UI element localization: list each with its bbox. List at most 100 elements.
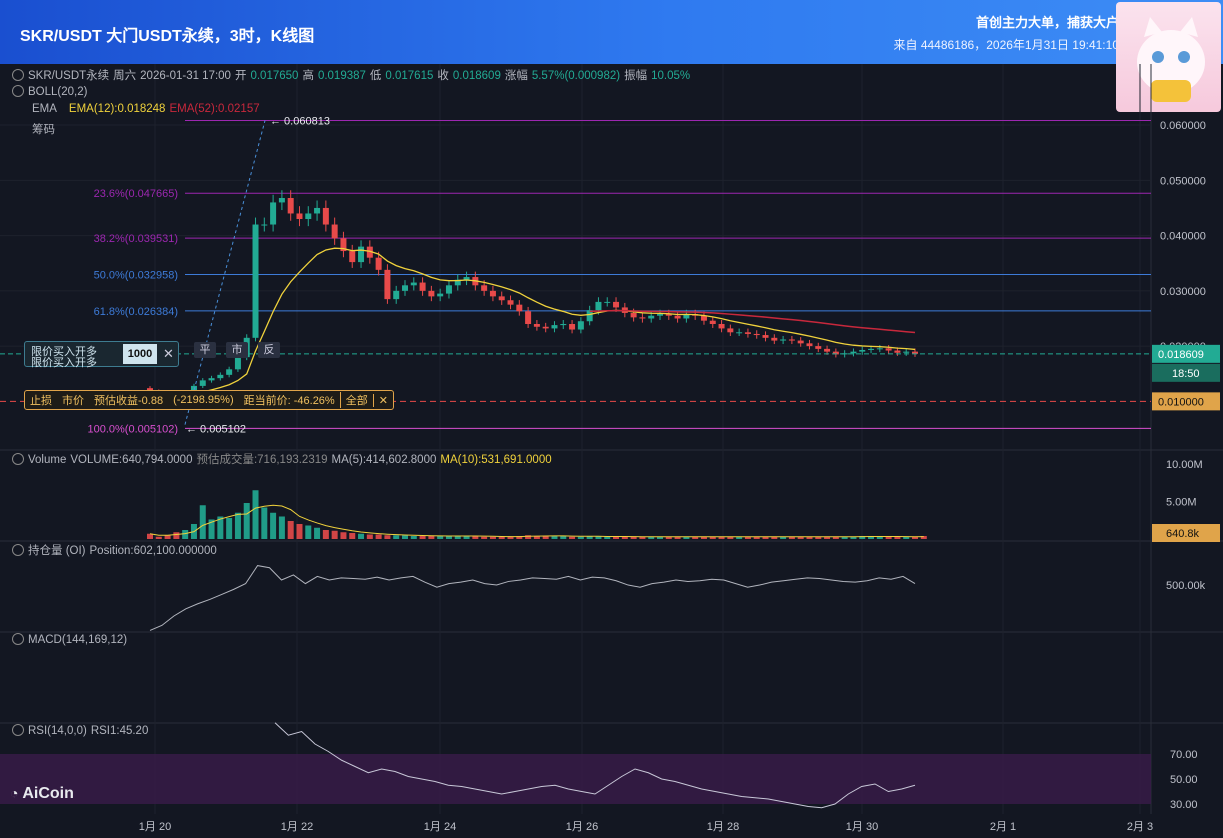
volume-bar	[296, 524, 303, 539]
buy-label-2: 限价买入开多	[31, 357, 97, 369]
candle-body	[657, 314, 663, 316]
oi-line	[149, 565, 916, 631]
x-tick-label: 1月 22	[281, 821, 313, 833]
volume-bar	[797, 536, 804, 539]
eye-icon[interactable]	[12, 544, 24, 556]
price-tick-label: 0.030000	[1160, 286, 1206, 298]
stop-loss-order[interactable]: 止损 市价 预估收益-0.88 (-2198.95%) 距当前价: -46.26…	[24, 390, 394, 410]
candle-body	[375, 257, 382, 270]
volume-bar	[463, 536, 470, 539]
close-icon[interactable]: ✕	[163, 346, 174, 361]
order-close-icon[interactable]: ✕	[372, 393, 393, 407]
oi-info: 持仓量 (OI) Position:602,100.000000	[12, 542, 221, 558]
volume-bar	[560, 536, 567, 539]
candle-body	[358, 246, 365, 263]
candle-body	[516, 304, 523, 312]
countdown-label: 18:50	[1172, 368, 1200, 380]
eye-icon[interactable]	[12, 85, 24, 97]
volume-bar	[428, 536, 435, 539]
last-price-tag	[1152, 344, 1220, 363]
chart-canvas[interactable]: 1月 20 1月 22 1月 24 1月 26 1月 28 1月 30 2月 1 2月 3 0.…	[0, 64, 1223, 838]
volume-bar	[287, 521, 294, 539]
candle-body	[850, 351, 857, 354]
volume-bar	[419, 536, 426, 539]
candle-body	[639, 317, 646, 319]
stop-price-label: 0.010000	[1158, 396, 1204, 408]
candle-body	[674, 315, 681, 319]
candle-body	[868, 348, 875, 350]
volume-bar	[217, 516, 224, 539]
volume-bar	[586, 536, 593, 539]
volume-bar	[859, 536, 866, 539]
volume-bar	[173, 532, 180, 539]
price-tick-label: 0.050000	[1160, 175, 1206, 187]
order-type: 止损	[30, 395, 52, 407]
candle-body	[270, 202, 277, 225]
volume-bar	[903, 536, 910, 539]
limit-buy-order[interactable]: 限价买入开多 限价买入开多 1000 ✕	[24, 341, 179, 369]
candle-body	[551, 325, 558, 329]
volume-bar	[569, 536, 576, 539]
candle-body	[709, 320, 716, 324]
volume-bar	[375, 534, 382, 539]
volume-bar	[868, 536, 875, 539]
eye-icon[interactable]	[12, 453, 24, 465]
order-all-button[interactable]: 全部	[339, 392, 373, 408]
volume-bar	[481, 536, 488, 539]
volume-tick-label: 10.00M	[1166, 459, 1203, 471]
stop-tag	[1152, 392, 1220, 411]
candle-body	[771, 337, 778, 341]
volume-tick-label: 5.00M	[1166, 497, 1197, 509]
mascot-icon	[1137, 17, 1205, 102]
volume-bar	[630, 536, 637, 539]
volume-bar	[208, 519, 215, 539]
volume-bar	[894, 536, 901, 539]
volume-bar	[366, 534, 373, 539]
aicoin-logo: ◔ AiCoin	[10, 785, 74, 802]
volume-bar	[674, 536, 681, 539]
volume-bar	[278, 516, 285, 539]
volume-bar	[912, 536, 918, 539]
candle-body	[322, 207, 329, 225]
candle-body	[454, 279, 461, 286]
last-price-label: 0.018609	[1158, 349, 1204, 361]
volume-bar	[850, 536, 857, 539]
candle-body	[595, 301, 602, 311]
volume-bar	[472, 536, 479, 539]
eye-icon[interactable]	[12, 69, 24, 81]
macd-info: MACD(144,169,12)	[12, 633, 131, 646]
candle-body	[797, 340, 804, 344]
x-tick-label: 1月 30	[846, 821, 878, 833]
candle-body	[384, 269, 391, 300]
rsi-tick-label: 50.00	[1170, 774, 1198, 786]
candle-body	[393, 290, 400, 300]
flat-button[interactable]: 平	[194, 342, 216, 358]
eye-icon[interactable]	[12, 633, 24, 645]
page-title: SKR/USDT 大门USDT永续，3时，K线图	[20, 28, 315, 45]
eye-icon[interactable]	[12, 724, 24, 736]
candle-body	[806, 343, 813, 347]
buy-qty[interactable]: 1000	[123, 344, 157, 364]
candle-body	[234, 357, 241, 370]
boll-info: BOLL(20,2)	[12, 85, 91, 98]
market-button[interactable]: 市	[226, 342, 248, 358]
x-tick-label: 2月 3	[1127, 821, 1153, 833]
ema52-line	[589, 309, 916, 334]
volume-bar	[226, 518, 233, 539]
candle-body	[226, 369, 233, 375]
volume-bar	[551, 536, 558, 539]
ema12-line	[149, 247, 916, 397]
candle-body	[252, 224, 259, 338]
volume-bar	[182, 530, 189, 539]
candle-body	[314, 207, 321, 214]
rsi-tick-label: 70.00	[1170, 749, 1198, 761]
volume-bar	[806, 536, 813, 539]
x-tick-label: 1月 20	[139, 821, 171, 833]
volume-bar	[410, 536, 417, 539]
high-marker: ← 0.060813	[270, 116, 330, 128]
reverse-button[interactable]: 反	[258, 342, 280, 358]
volume-bar	[920, 536, 927, 539]
volume-last-label: 640.8k	[1166, 528, 1200, 540]
x-tick-label: 1月 24	[424, 821, 456, 833]
candle-body	[613, 301, 620, 308]
